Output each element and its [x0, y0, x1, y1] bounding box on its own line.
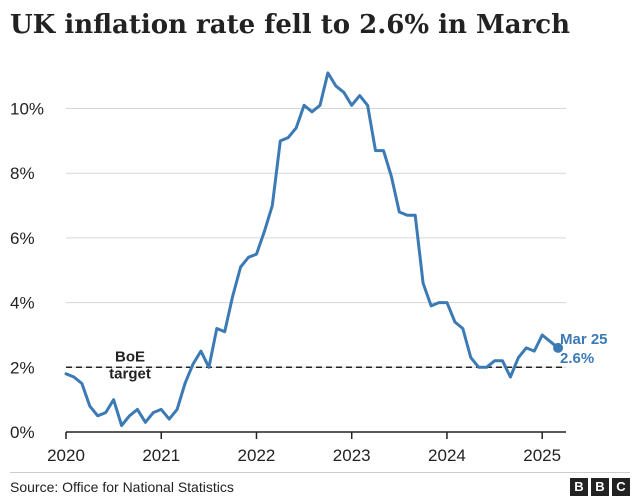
y-tick-label: 6% — [10, 229, 35, 248]
x-tick-label: 2025 — [523, 446, 561, 465]
y-tick-label: 2% — [10, 358, 35, 377]
bbc-logo-letter: B — [570, 478, 588, 496]
bbc-logo-letter: B — [591, 478, 609, 496]
gridlines — [66, 108, 566, 433]
callout-label: Mar 25 2.6% — [560, 331, 608, 367]
y-tick-label: 4% — [10, 294, 35, 313]
source-note: Source: Office for National Statistics — [10, 479, 234, 495]
chart-title: UK inflation rate fell to 2.6% in March — [10, 10, 571, 40]
y-tick-label: 0% — [10, 423, 35, 442]
latest-value-callout: Mar 25 2.6% — [553, 331, 608, 367]
x-tick-label: 2023 — [333, 446, 371, 465]
x-tick-label: 2020 — [47, 446, 85, 465]
callout-label-line: 2.6% — [560, 350, 594, 367]
x-tick-label: 2021 — [142, 446, 180, 465]
boe-target-line: BoE target — [66, 348, 566, 382]
target-label-line: target — [109, 365, 151, 382]
inflation-line — [64, 71, 560, 427]
inflation-series — [64, 71, 560, 427]
y-axis-ticks: 0% 2% 4% 6% 8% 10% — [10, 100, 44, 442]
x-tick-label: 2024 — [428, 446, 466, 465]
y-tick-label: 10% — [10, 100, 44, 119]
target-label: BoE target — [109, 348, 151, 382]
x-tick-label: 2022 — [238, 446, 276, 465]
latest-point-marker — [553, 342, 564, 353]
footer-rule — [10, 472, 630, 473]
bbc-logo: B B C — [570, 478, 630, 496]
target-label-line: BoE — [115, 348, 145, 365]
bbc-logo-letter: C — [612, 478, 630, 496]
y-tick-label: 8% — [10, 164, 35, 183]
x-axis-ticks: 2020 2021 2022 2023 2024 2025 — [47, 432, 561, 465]
callout-label-line: Mar 25 — [560, 331, 608, 348]
